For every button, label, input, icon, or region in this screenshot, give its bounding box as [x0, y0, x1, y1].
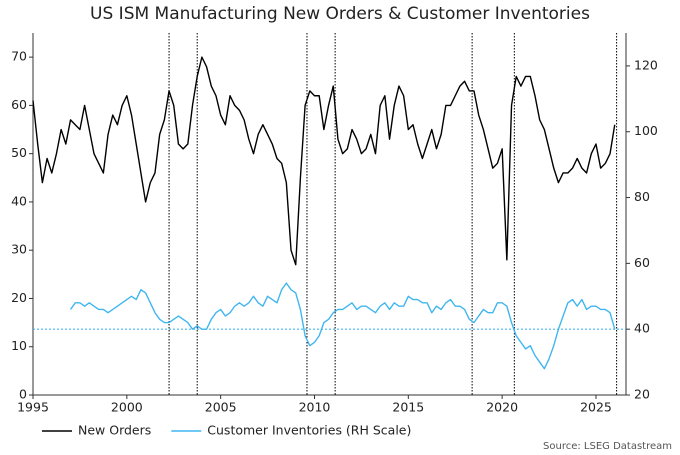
chart-title: US ISM Manufacturing New Orders & Custom…: [90, 4, 590, 24]
x-tick-label: 2025: [580, 400, 612, 415]
y2-tick-label: 100: [634, 123, 658, 138]
x-tick-label: 2020: [486, 400, 518, 415]
series-line: [69, 282, 616, 370]
y2-tick-label: 20: [634, 387, 650, 402]
y-tick-label: 30: [11, 242, 27, 257]
y2-tick-label: 120: [634, 57, 658, 72]
x-tick-label: 1995: [17, 400, 49, 415]
y2-tick-label: 40: [634, 321, 650, 336]
x-tick-label: 2010: [299, 400, 331, 415]
x-tick-label: 2005: [205, 400, 237, 415]
y2-tick-label: 80: [634, 189, 650, 204]
source-note: Source: LSEG Datastream: [543, 441, 672, 452]
y-tick-label: 10: [11, 338, 27, 353]
legend-label: Customer Inventories (RH Scale): [207, 423, 411, 438]
y-tick-label: 70: [11, 49, 27, 64]
legend-label: New Orders: [78, 423, 151, 438]
y2-tick-label: 60: [634, 255, 650, 270]
y-tick-label: 60: [11, 97, 27, 112]
y-tick-label: 40: [11, 193, 27, 208]
x-tick-label: 2000: [111, 400, 143, 415]
x-tick-label: 2015: [392, 400, 424, 415]
y-tick-label: 20: [11, 290, 27, 305]
y-tick-label: 0: [19, 387, 27, 402]
series-line: [32, 56, 616, 266]
y-tick-label: 50: [11, 145, 27, 160]
